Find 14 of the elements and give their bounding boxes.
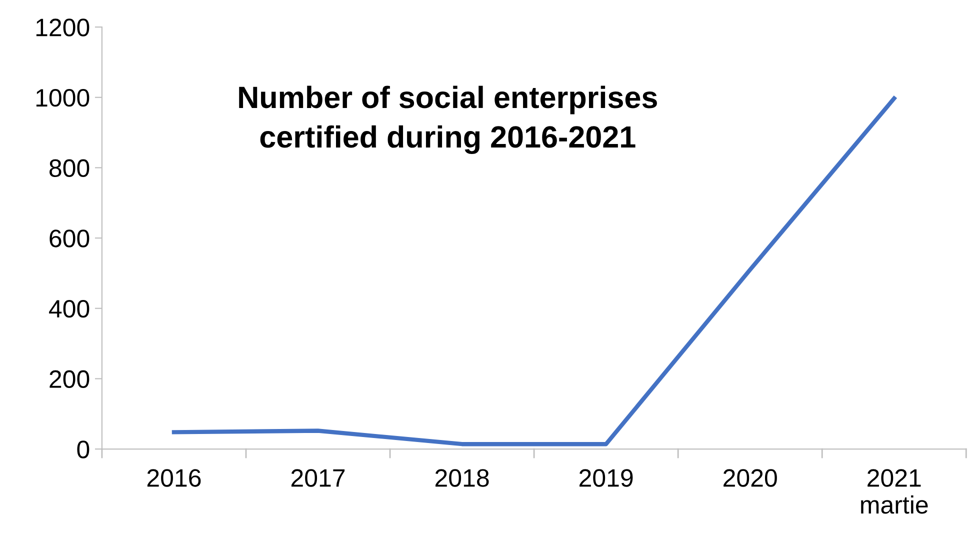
x-tick-label: 2021 martie — [861, 469, 928, 514]
text: Number of social enterprises certified during 2016-2021 — [239, 86, 657, 154]
y-tick-label: 800 — [50, 159, 90, 178]
x-tick-label: 2016 — [147, 469, 201, 487]
y-tick-label: 400 — [49, 300, 90, 318]
y-tick-label: 1200 — [36, 18, 90, 36]
y-tick-label: 0 — [77, 440, 90, 458]
x-tick-label: 2018 — [435, 469, 489, 487]
x-tick-label: 2017 — [291, 469, 345, 487]
y-tick-label: 200 — [50, 370, 90, 388]
x-tick-label: 2020 — [724, 469, 777, 487]
y-tick-label: 1000 — [36, 88, 90, 107]
x-tick-label: 2019 — [580, 469, 633, 487]
y-tick-label: 600 — [50, 230, 90, 248]
